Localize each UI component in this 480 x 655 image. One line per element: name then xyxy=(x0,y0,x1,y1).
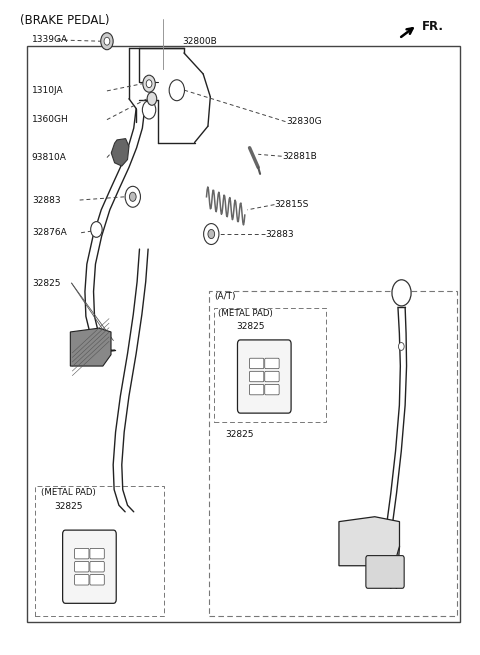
Circle shape xyxy=(398,343,404,350)
Text: 93810A: 93810A xyxy=(32,153,67,162)
Text: (METAL PAD): (METAL PAD) xyxy=(218,309,273,318)
Text: 32881B: 32881B xyxy=(282,152,317,160)
FancyBboxPatch shape xyxy=(74,561,89,572)
Text: (A/T): (A/T) xyxy=(215,291,236,301)
Text: (BRAKE PEDAL): (BRAKE PEDAL) xyxy=(20,14,109,27)
FancyBboxPatch shape xyxy=(250,384,264,395)
Circle shape xyxy=(101,33,113,50)
Text: FR.: FR. xyxy=(422,20,444,33)
Text: (METAL PAD): (METAL PAD) xyxy=(41,488,96,496)
Circle shape xyxy=(392,280,411,306)
Text: 1339GA: 1339GA xyxy=(32,35,68,45)
Text: 32883: 32883 xyxy=(265,229,293,238)
Text: 32825: 32825 xyxy=(54,502,83,511)
Circle shape xyxy=(143,75,156,92)
Text: 32883: 32883 xyxy=(32,196,60,204)
FancyBboxPatch shape xyxy=(90,561,104,572)
FancyBboxPatch shape xyxy=(74,548,89,559)
Polygon shape xyxy=(339,517,399,566)
Text: 1310JA: 1310JA xyxy=(32,86,63,96)
Text: 32825: 32825 xyxy=(32,278,60,288)
Bar xyxy=(214,308,326,422)
Bar xyxy=(27,47,460,622)
Polygon shape xyxy=(111,139,129,166)
FancyBboxPatch shape xyxy=(265,358,279,369)
FancyBboxPatch shape xyxy=(238,340,291,413)
FancyBboxPatch shape xyxy=(265,371,279,382)
Text: 32825: 32825 xyxy=(237,322,265,331)
Text: 32876A: 32876A xyxy=(32,228,67,237)
Text: 32800B: 32800B xyxy=(182,37,217,46)
FancyBboxPatch shape xyxy=(62,530,116,603)
Text: 32825: 32825 xyxy=(226,430,254,439)
Circle shape xyxy=(147,92,157,105)
FancyBboxPatch shape xyxy=(90,574,104,585)
FancyBboxPatch shape xyxy=(250,358,264,369)
Circle shape xyxy=(125,186,141,207)
Text: 32815S: 32815S xyxy=(275,200,309,209)
Text: 32830G: 32830G xyxy=(287,117,322,126)
Circle shape xyxy=(204,223,219,244)
Circle shape xyxy=(130,192,136,201)
Bar xyxy=(35,485,164,616)
Circle shape xyxy=(146,80,152,88)
FancyBboxPatch shape xyxy=(74,574,89,585)
Polygon shape xyxy=(71,328,111,366)
Circle shape xyxy=(143,101,156,119)
FancyBboxPatch shape xyxy=(366,555,404,588)
Bar xyxy=(209,291,457,616)
Circle shape xyxy=(169,80,184,101)
FancyBboxPatch shape xyxy=(90,548,104,559)
Circle shape xyxy=(208,229,215,238)
FancyBboxPatch shape xyxy=(250,371,264,382)
Text: 1360GH: 1360GH xyxy=(32,115,69,124)
Circle shape xyxy=(91,221,102,237)
FancyBboxPatch shape xyxy=(265,384,279,395)
Circle shape xyxy=(104,37,110,45)
